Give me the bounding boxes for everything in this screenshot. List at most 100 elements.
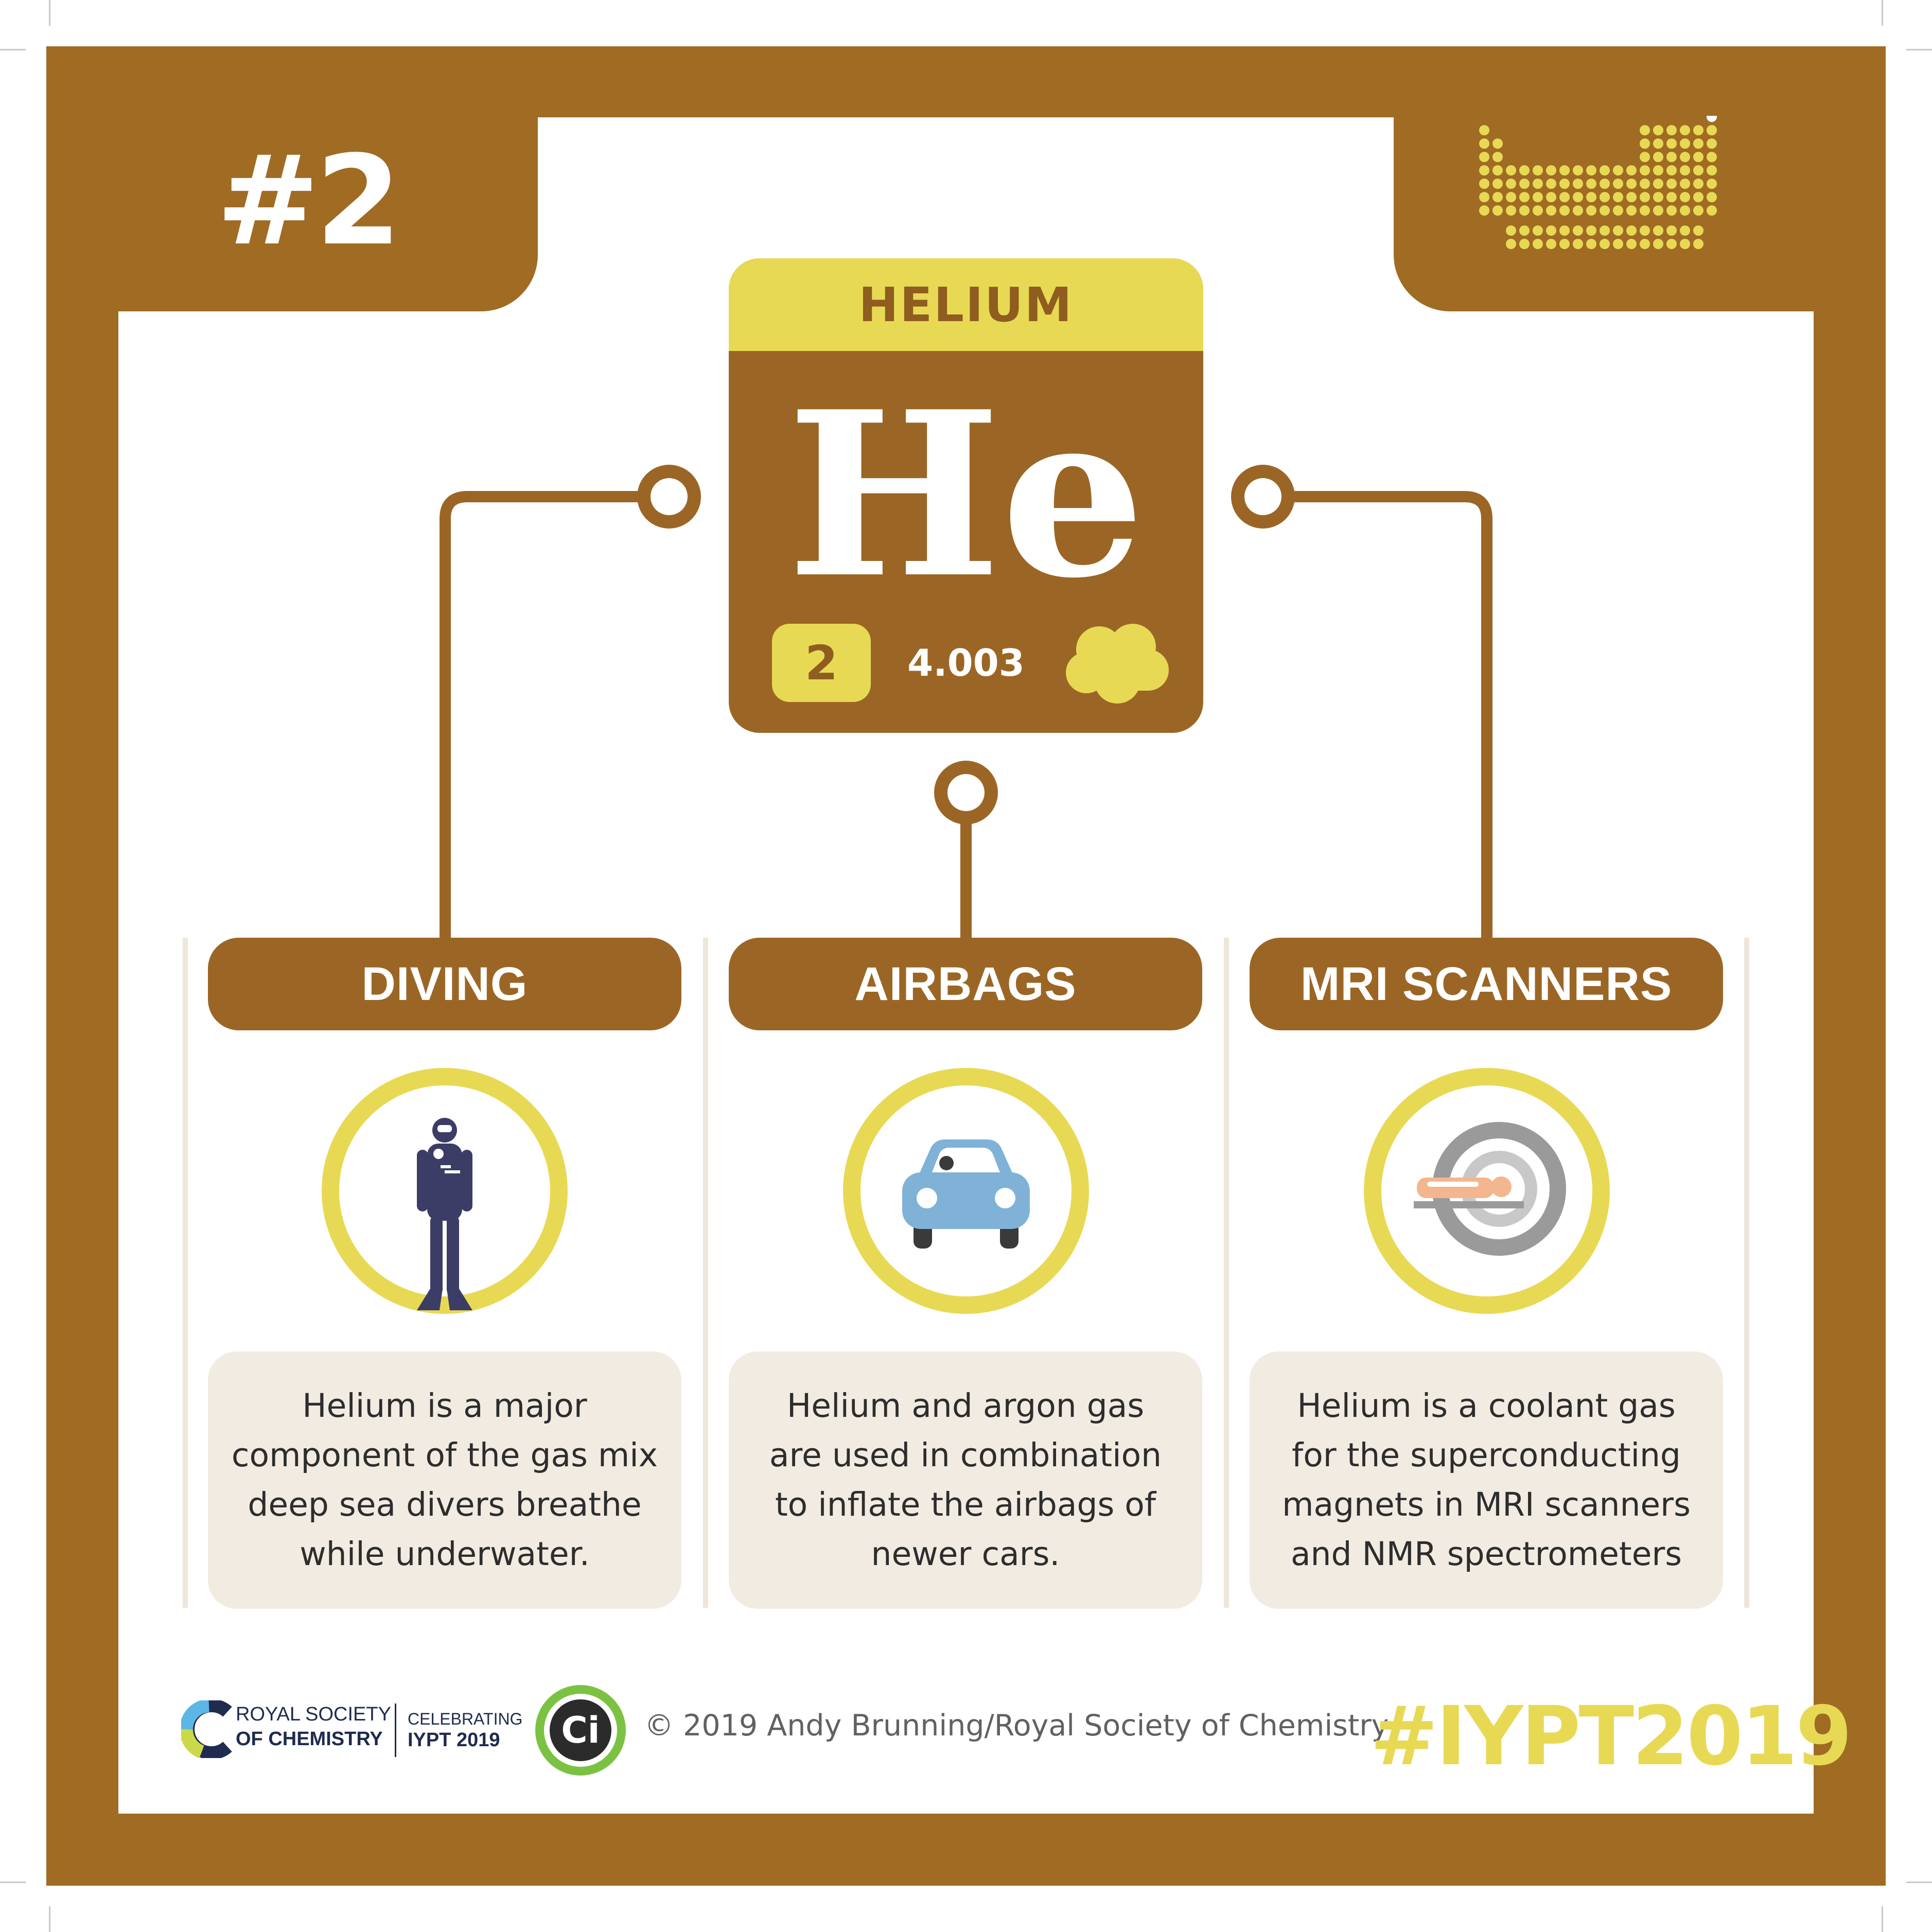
ci-logo-inner: Ci [544,1694,617,1767]
periodic-table-dot [1479,125,1489,135]
column-divider [1744,938,1749,1608]
periodic-table-dot [1613,192,1623,202]
column-divider [1224,938,1229,1608]
periodic-table-dot [1666,239,1677,249]
periodic-table-dot [1707,205,1717,216]
periodic-table-dot [1640,225,1650,236]
rsc-logo-icon [181,1700,232,1758]
use-text: Helium and argon gas are used in combina… [769,1387,1162,1573]
periodic-table-dot [1533,205,1543,216]
periodic-table-dot [1600,225,1610,236]
use-header-mri: MRI SCANNERS [1250,938,1723,1030]
periodic-table-dot [1613,225,1623,236]
periodic-table-dot [1693,165,1703,175]
atomic-number: 2 [772,624,871,702]
periodic-table-dot [1640,165,1650,175]
periodic-table-dot [1653,205,1663,216]
periodic-table-dot [1707,138,1717,149]
periodic-table-dot [1693,125,1703,135]
periodic-table-dot [1492,179,1503,189]
periodic-table-dot [1693,225,1703,236]
periodic-table-dot [1559,165,1570,175]
periodic-table-dot [1600,179,1610,189]
periodic-table-dot [1492,138,1503,149]
rsc-name-line1: ROYAL SOCIETY [236,1703,391,1725]
periodic-table-dot [1693,205,1703,216]
column-divider [183,938,188,1608]
use-description-diving: Helium is a major component of the gas m… [208,1351,681,1609]
periodic-table-dot [1586,192,1596,202]
periodic-table-dot [1707,192,1717,202]
use-description-airbags: Helium and argon gas are used in combina… [729,1351,1202,1609]
periodic-table-dot [1653,179,1663,189]
car-icon [843,1068,1089,1314]
periodic-table-dot [1666,179,1677,189]
element-name-bar: HELIUM [729,258,1203,351]
periodic-table-dot [1519,179,1530,189]
periodic-table-dot [1519,205,1530,216]
periodic-table-dot [1586,179,1596,189]
number-tab [46,46,538,311]
periodic-table-dot [1573,225,1583,236]
periodic-table-dot [1640,192,1650,202]
use-title: AIRBAGS [854,957,1077,1010]
element-number-badge: #2 [216,129,401,273]
periodic-table-dot [1693,138,1703,149]
periodic-table-dot [1479,152,1489,162]
periodic-table-dot [1693,192,1703,202]
column-divider [703,938,708,1608]
periodic-table-dot [1693,152,1703,162]
periodic-table-dot [1506,205,1516,216]
periodic-table-dot [1559,205,1570,216]
periodic-table-dot [1506,225,1516,236]
periodic-table-dot [1600,205,1610,216]
periodic-table-dot [1559,239,1570,249]
periodic-table-dot [1546,165,1556,175]
periodic-table-dot [1613,179,1623,189]
periodic-table-dot [1613,239,1623,249]
periodic-table-dot [1546,192,1556,202]
periodic-table-dot [1613,165,1623,175]
periodic-table-dot [1640,125,1650,135]
ci-logo-disc: Ci [550,1699,611,1761]
periodic-table-dot [1506,179,1516,189]
periodic-table-dot [1653,125,1663,135]
periodic-table-dot [1492,192,1503,202]
periodic-table-dot [1573,179,1583,189]
periodic-table-dot [1533,239,1543,249]
periodic-table-dot [1546,239,1556,249]
element-symbol: He [787,362,1145,628]
periodic-table-dot [1492,165,1503,175]
periodic-table-dot [1573,165,1583,175]
periodic-table-dot [1519,239,1530,249]
periodic-table-dot [1626,239,1637,249]
periodic-table-dot [1680,239,1690,249]
periodic-table-dot [1519,225,1530,236]
use-text: Helium is a coolant gas for the supercon… [1282,1387,1691,1573]
periodic-table-dot [1653,239,1663,249]
periodic-table-dot [1640,138,1650,149]
periodic-table-dot [1640,179,1650,189]
periodic-table-dot [1640,205,1650,216]
periodic-table-dot [1586,225,1596,236]
periodic-table-dot [1626,205,1637,216]
periodic-table-dot [1640,152,1650,162]
periodic-table-dot [1626,179,1637,189]
periodic-table-dot [1492,205,1503,216]
periodic-table-dot [1600,192,1610,202]
element-name: HELIUM [858,277,1074,332]
periodic-table-dot [1586,165,1596,175]
use-title: MRI SCANNERS [1300,957,1673,1010]
periodic-table-dot [1546,205,1556,216]
periodic-table-dot [1707,179,1717,189]
periodic-table-dot [1680,165,1690,175]
periodic-table-dot [1613,205,1623,216]
periodic-table-dot [1666,205,1677,216]
periodic-table-dot [1666,165,1677,175]
rsc-name-line2: OF CHEMISTRY [236,1728,383,1750]
gas-cloud-icon [1066,624,1169,704]
periodic-table-dot [1707,165,1717,175]
periodic-table-dot [1573,239,1583,249]
periodic-table-dot [1653,165,1663,175]
periodic-table-dot [1680,192,1690,202]
